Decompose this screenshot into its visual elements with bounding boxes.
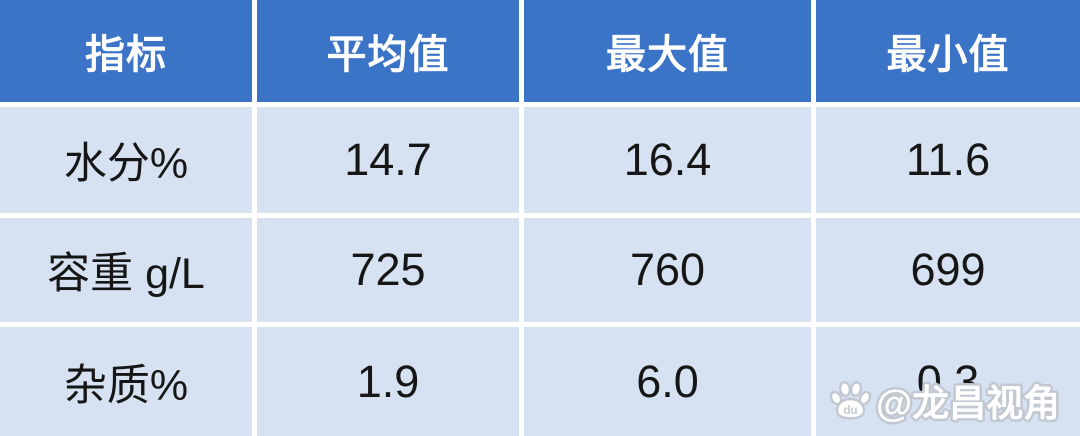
cell-bulk-density-maximum: 760: [524, 218, 811, 322]
cell-bulk-density-average: 725: [257, 218, 519, 322]
cell-impurities-maximum: 6.0: [524, 327, 811, 436]
cell-impurities-average: 1.9: [257, 327, 519, 436]
cell-moisture-maximum: 16.4: [524, 107, 811, 213]
row-label-bulk-density: 容重 g/L: [0, 218, 252, 322]
row-label-impurities: 杂质%: [0, 327, 252, 436]
header-cell-maximum: 最大值: [524, 0, 811, 102]
row-label-moisture: 水分%: [0, 107, 252, 213]
header-cell-average: 平均值: [257, 0, 519, 102]
cell-moisture-minimum: 11.6: [816, 107, 1080, 213]
cell-moisture-average: 14.7: [257, 107, 519, 213]
cell-impurities-minimum: 0.3: [816, 327, 1080, 436]
header-cell-indicator: 指标: [0, 0, 252, 102]
header-cell-minimum: 最小值: [816, 0, 1080, 102]
cell-bulk-density-minimum: 699: [816, 218, 1080, 322]
